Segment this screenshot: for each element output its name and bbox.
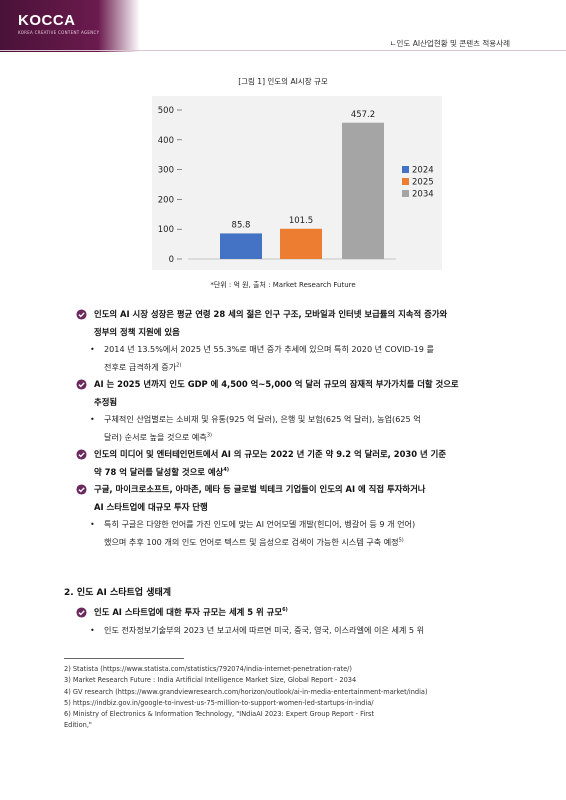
footnote: 4) GV research (https://www.grandviewres… xyxy=(64,687,428,696)
y-tick-label: 400 xyxy=(158,136,174,146)
logo-subtitle: KOREA CREATIVE CONTENT AGENCY xyxy=(18,30,100,35)
check-circle-icon xyxy=(76,379,87,390)
bullet-dot-icon: • xyxy=(90,624,95,635)
check-circle-icon xyxy=(76,484,87,495)
bullet-text-cont: AI 스타트업에 대규모 투자 단행 xyxy=(94,501,208,512)
sub-bullet-text: 특히 구글은 다양한 언어를 가진 인도에 맞는 AI 언어모델 개발(힌디어,… xyxy=(104,519,416,529)
legend-label: 2024 xyxy=(412,166,434,176)
figure-caption: [그림 1] 인도의 AI시장 규모 xyxy=(238,77,328,86)
bar-2024 xyxy=(220,233,262,259)
legend-swatch xyxy=(402,178,409,185)
bullet-dot-icon: • xyxy=(90,414,95,424)
bullet-text-cont: 약 78 억 달러를 달성할 것으로 예상 xyxy=(94,466,224,477)
y-tick-label: 200 xyxy=(158,195,174,205)
page-header: KOCCA KOREA CREATIVE CONTENT AGENCY ㄴ인도 … xyxy=(0,0,566,52)
footnotes: 2) Statista (https://www.statista.com/st… xyxy=(64,664,534,732)
running-title: ㄴ인도 AI산업현황 및 콘텐츠 적용사례 xyxy=(389,39,510,48)
footnote-ref[interactable]: 2) xyxy=(176,361,182,368)
y-tick-label: 100 xyxy=(158,225,174,235)
footnote-ref[interactable]: 5) xyxy=(398,536,404,543)
bullet-text: 인도의 AI 시장 성장은 평균 연령 28 세의 젊은 인구 구조, 모바일과… xyxy=(94,309,448,319)
sub-bullet-text: 2014 년 13.5%에서 2025 년 55.3%로 매년 증가 추세에 있… xyxy=(104,344,434,354)
bullet-item: 인도 AI 스타트업에 대한 투자 규모는 세계 5 위 규모6) xyxy=(76,604,518,622)
check-circle-icon xyxy=(76,607,87,618)
bullet-text: 인도 AI 스타트업에 대한 투자 규모는 세계 5 위 규모 xyxy=(94,607,283,617)
sub-bullet-item: • 구체적인 산업별로는 소비재 및 유통(925 억 달러), 은행 및 보험… xyxy=(78,411,518,446)
bar-2034 xyxy=(342,122,384,260)
bullet-text: 구글, 마이크로소프트, 아마존, 메타 등 글로벌 빅테크 기업들이 인도의 … xyxy=(94,484,426,494)
bullet-text: 인도의 미디어 및 엔터테인먼트에서 AI 의 규모는 2022 년 기준 약 … xyxy=(94,449,447,459)
bullet-dot-icon: • xyxy=(90,519,95,529)
data-label: 85.8 xyxy=(232,220,251,230)
legend-label: 2034 xyxy=(412,190,434,200)
footnote-ref[interactable]: 3) xyxy=(206,431,212,438)
legend-label: 2025 xyxy=(412,178,434,188)
sub-bullet-item: • 2014 년 13.5%에서 2025 년 55.3%로 매년 증가 추세에… xyxy=(78,341,518,376)
bar-2025 xyxy=(280,228,322,259)
y-tick-label: 0 xyxy=(169,255,174,265)
footnote-ref[interactable]: 6) xyxy=(282,607,288,614)
footnote: 5) https://indbiz.gov.in/google-to-inves… xyxy=(64,698,374,707)
chart: 0 100 200 300 400 500 85.8 101.5 457.2 2024 2025 20… xyxy=(152,96,442,270)
legend-swatch xyxy=(402,190,409,197)
y-tick-label: 300 xyxy=(158,166,174,176)
sub-bullet-text: 구체적인 산업별로는 소비재 및 유통(925 억 달러), 은행 및 보험(6… xyxy=(104,414,421,424)
bullet-dot-icon: • xyxy=(90,344,95,354)
body-content-2: 인도 AI 스타트업에 대한 투자 규모는 세계 5 위 규모6) • 인도 전… xyxy=(76,604,518,640)
bullet-item: 인도의 미디어 및 엔터테인먼트에서 AI 의 규모는 2022 년 기준 약 … xyxy=(76,446,518,481)
y-tick-label: 500 xyxy=(158,106,174,116)
bullet-text-cont: 정부의 정책 지원에 있음 xyxy=(94,326,180,337)
legend-swatch xyxy=(402,166,409,173)
sub-bullet-text-cont: 달러) 순서로 높을 것으로 예측 xyxy=(104,431,207,442)
check-circle-icon xyxy=(76,309,87,320)
sub-bullet-text: 인도 전자정보기술부의 2023 년 보고서에 따르면 미국, 중국, 영국, … xyxy=(104,624,425,635)
bullet-text-cont: 추정됨 xyxy=(94,396,118,407)
footnote: 3) Market Research Future : India Artifi… xyxy=(64,676,357,685)
data-label: 457.2 xyxy=(351,110,375,120)
sub-bullet-item: • 특히 구글은 다양한 언어를 가진 인도에 맞는 AI 언어모델 개발(힌디… xyxy=(78,516,518,551)
logo: KOCCA KOREA CREATIVE CONTENT AGENCY xyxy=(0,0,140,52)
bullet-item: 인도의 AI 시장 성장은 평균 연령 28 세의 젊은 인구 구조, 모바일과… xyxy=(76,306,518,341)
bullet-text: AI 는 2025 년까지 인도 GDP 에 4,500 억~5,000 억 달… xyxy=(94,379,459,389)
check-circle-icon xyxy=(76,449,87,460)
sub-bullet-item: • 인도 전자정보기술부의 2023 년 보고서에 따르면 미국, 중국, 영국… xyxy=(78,622,518,640)
body-content: 인도의 AI 시장 성장은 평균 연령 28 세의 젊은 인구 구조, 모바일과… xyxy=(76,306,518,551)
footnote: 2) Statista (https://www.statista.com/st… xyxy=(64,665,352,673)
chart-svg: 0 100 200 300 400 500 85.8 101.5 457.2 2024 2025 20… xyxy=(158,106,434,265)
footnote-ref[interactable]: 4) xyxy=(223,466,230,473)
data-label: 101.5 xyxy=(289,216,313,226)
logo-text: KOCCA xyxy=(18,12,76,29)
footnote: 6) Ministry of Electronics & Information… xyxy=(64,710,375,719)
section-heading: 2. 인도 AI 스타트업 생태계 xyxy=(64,588,172,598)
sub-bullet-text-cont: 전후로 급격하게 증가 xyxy=(104,361,177,372)
footnote: Edition," xyxy=(64,721,92,730)
header-divider xyxy=(0,50,566,51)
figure-source: *단위 : 억 원, 출처 : Market Research Future xyxy=(210,281,356,289)
bullet-item: AI 는 2025 년까지 인도 GDP 에 4,500 억~5,000 억 달… xyxy=(76,376,518,411)
footnote-divider xyxy=(64,658,184,659)
bullet-item: 구글, 마이크로소프트, 아마존, 메타 등 글로벌 빅테크 기업들이 인도의 … xyxy=(76,481,518,516)
sub-bullet-text-cont: 했으며 추후 100 개의 인도 언어로 텍스트 및 음성으로 검색이 가능한 … xyxy=(104,536,399,547)
